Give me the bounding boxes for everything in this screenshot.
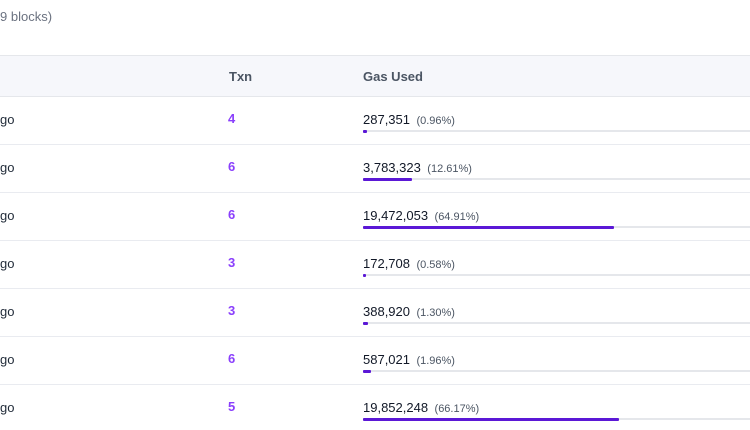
gas-used-value: 19,472,053 bbox=[363, 208, 429, 223]
txn-count-link[interactable]: 3 bbox=[228, 303, 236, 318]
gas-used-cell: 172,708 (0.58%) bbox=[363, 255, 750, 277]
gas-used-bar-fill bbox=[363, 177, 412, 181]
gas-used-bar-track bbox=[363, 225, 750, 229]
gas-used-percent: (1.30%) bbox=[416, 307, 455, 319]
gas-used-value: 172,708 bbox=[363, 256, 410, 271]
table-header: Txn Gas Used bbox=[0, 55, 750, 97]
txn-count-link[interactable]: 3 bbox=[228, 255, 236, 270]
table-row: go 4 287,351 (0.96%) bbox=[0, 97, 750, 145]
blocks-table-body: go 4 287,351 (0.96%) go 6 3,783,323 (12.… bbox=[0, 97, 750, 430]
gas-used-percent: (12.61%) bbox=[427, 163, 472, 175]
gas-used-bar-track bbox=[363, 273, 750, 277]
block-age: go bbox=[0, 352, 15, 367]
gas-used-cell: 19,852,248 (66.17%) bbox=[363, 399, 750, 421]
column-header-gas-used: Gas Used bbox=[363, 69, 423, 84]
gas-used-percent: (0.58%) bbox=[416, 259, 455, 271]
txn-count-link[interactable]: 6 bbox=[228, 351, 236, 366]
txn-count-link[interactable]: 6 bbox=[228, 207, 236, 222]
txn-count-link[interactable]: 4 bbox=[228, 111, 236, 126]
gas-used-bar-track bbox=[363, 321, 750, 325]
gas-used-bar-fill bbox=[363, 369, 371, 373]
table-row: go 6 19,472,053 (64.91%) bbox=[0, 193, 750, 241]
gas-used-percent: (66.17%) bbox=[434, 403, 480, 415]
column-header-txn: Txn bbox=[229, 69, 253, 84]
gas-used-bar-fill bbox=[363, 225, 614, 229]
block-age: go bbox=[0, 112, 15, 127]
table-row: go 5 19,852,248 (66.17%) bbox=[0, 385, 750, 430]
gas-used-cell: 287,351 (0.96%) bbox=[363, 111, 750, 133]
block-age: go bbox=[0, 304, 15, 319]
gas-used-bar-track bbox=[363, 177, 750, 181]
gas-used-percent: (64.91%) bbox=[434, 211, 480, 223]
gas-used-bar-track bbox=[363, 369, 750, 373]
gas-used-cell: 3,783,323 (12.61%) bbox=[363, 159, 750, 181]
gas-used-value: 287,351 bbox=[363, 112, 410, 127]
block-age: go bbox=[0, 256, 15, 271]
gas-used-value: 388,920 bbox=[363, 304, 410, 319]
txn-count-link[interactable]: 5 bbox=[228, 399, 236, 414]
gas-used-percent: (1.96%) bbox=[416, 355, 455, 367]
block-age: go bbox=[0, 160, 15, 175]
txn-count-link[interactable]: 6 bbox=[228, 159, 236, 174]
gas-used-bar-fill bbox=[363, 273, 366, 277]
gas-used-bar-fill bbox=[363, 417, 619, 421]
gas-used-percent: (0.96%) bbox=[416, 115, 455, 127]
gas-used-bar-fill bbox=[363, 321, 368, 325]
block-count-summary: 9 blocks) bbox=[0, 9, 53, 24]
gas-used-cell: 388,920 (1.30%) bbox=[363, 303, 750, 325]
table-row: go 3 388,920 (1.30%) bbox=[0, 289, 750, 337]
gas-used-value: 19,852,248 bbox=[363, 400, 429, 415]
table-row: go 3 172,708 (0.58%) bbox=[0, 241, 750, 289]
gas-used-value: 3,783,323 bbox=[363, 160, 421, 175]
gas-used-value: 587,021 bbox=[363, 352, 410, 367]
gas-used-cell: 19,472,053 (64.91%) bbox=[363, 207, 750, 229]
block-age: go bbox=[0, 400, 15, 415]
table-row: go 6 587,021 (1.96%) bbox=[0, 337, 750, 385]
block-age: go bbox=[0, 208, 15, 223]
table-row: go 6 3,783,323 (12.61%) bbox=[0, 145, 750, 193]
gas-used-bar-track bbox=[363, 417, 750, 421]
gas-used-bar-fill bbox=[363, 129, 367, 133]
gas-used-bar-track bbox=[363, 129, 750, 133]
gas-used-cell: 587,021 (1.96%) bbox=[363, 351, 750, 373]
